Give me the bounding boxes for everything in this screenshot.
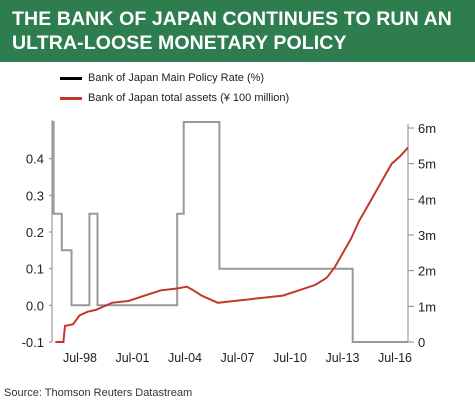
x-tick-label: Jul-07 [220, 351, 254, 365]
legend-item-policy-rate: Bank of Japan Main Policy Rate (%) [60, 68, 289, 88]
x-tick-label: Jul-10 [273, 351, 307, 365]
y-left-tick-label: 0.2 [26, 225, 44, 240]
series-total-assets-line [55, 146, 409, 343]
legend: Bank of Japan Main Policy Rate (%) Bank … [60, 68, 289, 108]
y-left-tick-label: -0.1 [22, 335, 44, 350]
y-right-tick-label: 4m [418, 192, 436, 207]
title-banner: THE BANK OF JAPAN CONTINUES TO RUN AN UL… [0, 0, 475, 62]
x-tick-label: Jul-13 [325, 351, 359, 365]
y-left-tick-label: 0.3 [26, 188, 44, 203]
x-tick-label: Jul-01 [115, 351, 149, 365]
y-right-tick-label: 1m [418, 299, 436, 314]
legend-label-policy-rate: Bank of Japan Main Policy Rate (%) [88, 72, 265, 84]
legend-item-total-assets: Bank of Japan total assets (¥ 100 millio… [60, 88, 289, 108]
x-tick-label: Jul-04 [168, 351, 202, 365]
series-policy-rate-line [52, 121, 408, 343]
y-left-tick-label: 0.1 [26, 262, 44, 277]
x-tick-label: Jul-98 [63, 351, 97, 365]
y-right-tick-label: 2m [418, 264, 436, 279]
y-right-tick-label: 5m [418, 157, 436, 172]
x-tick-label: Jul-16 [378, 351, 412, 365]
chart-title: THE BANK OF JAPAN CONTINUES TO RUN AN UL… [12, 8, 452, 54]
source-note: Source: Thomson Reuters Datastream [4, 387, 193, 399]
legend-label-total-assets: Bank of Japan total assets (¥ 100 millio… [88, 92, 290, 104]
y-right-tick-label: 3m [418, 228, 436, 243]
legend-swatch-total-assets [60, 96, 82, 100]
y-left-tick-label: 0.0 [26, 298, 44, 313]
y-left-tick-label: 0.4 [26, 152, 44, 167]
y-right-tick-label: 0 [418, 335, 425, 350]
legend-swatch-policy-rate [60, 76, 82, 80]
y-right-tick-label: 6m [418, 121, 436, 136]
